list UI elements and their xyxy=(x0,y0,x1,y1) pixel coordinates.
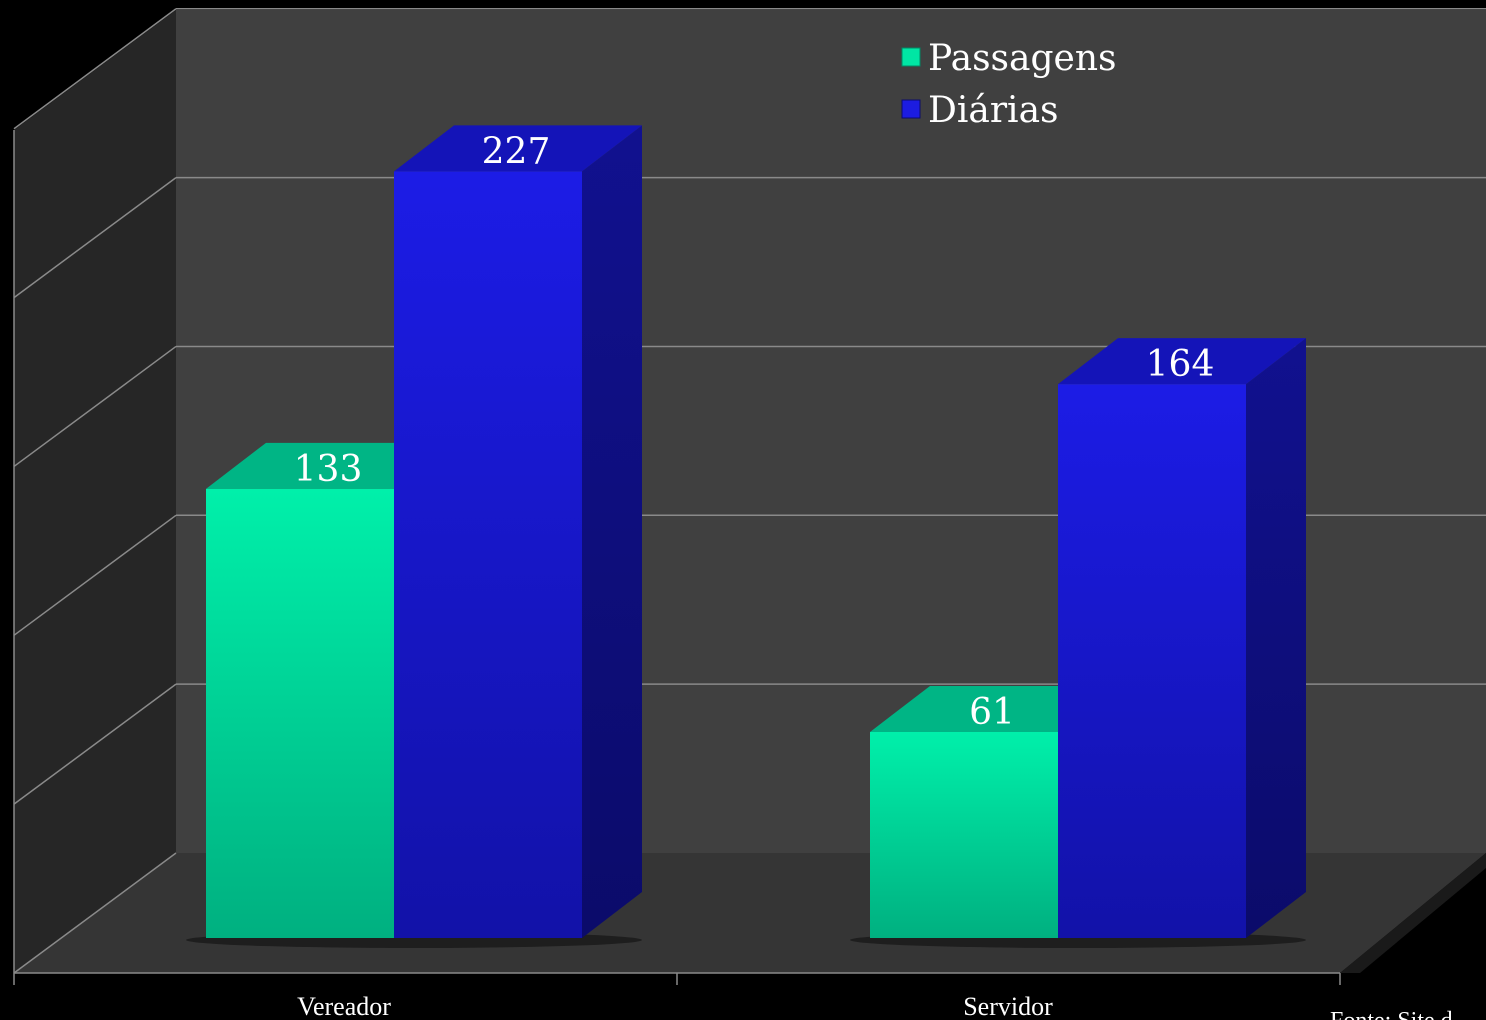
side-gridline-100 xyxy=(13,514,177,636)
side-wall xyxy=(14,10,176,973)
bar-top-passagens-servidor xyxy=(870,686,1118,733)
data-labels: 133 227 61 164 xyxy=(294,131,1215,733)
source-note: Fonte: Site d xyxy=(1330,1008,1453,1020)
floor-shadow xyxy=(1340,853,1486,973)
bar-diarias-vereador xyxy=(394,171,582,938)
legend-label-diarias: Diárias xyxy=(928,90,1059,131)
bar-diarias-servidor xyxy=(1058,384,1246,938)
legend-label-passagens: Passagens xyxy=(928,38,1117,79)
side-gridline-50 xyxy=(13,683,177,805)
bar-side-diarias-vereador xyxy=(582,125,642,938)
category-label-vereador: Vereador xyxy=(297,992,391,1020)
side-gridline-250 xyxy=(13,8,177,130)
axes xyxy=(13,130,1341,985)
side-gridline-0 xyxy=(13,852,177,974)
data-label-diarias-vereador: 227 xyxy=(482,131,551,172)
legend-swatch-diarias xyxy=(901,99,921,119)
bar-passagens-vereador xyxy=(206,488,394,938)
bar-side-diarias-servidor xyxy=(1246,338,1306,938)
bars xyxy=(186,125,1306,948)
bar-top-passagens-vereador xyxy=(206,442,454,489)
bar-top-diarias-vereador xyxy=(394,125,642,172)
data-label-passagens-servidor: 61 xyxy=(969,692,1015,733)
bar-top-diarias-servidor xyxy=(1058,338,1306,385)
side-gridline-200 xyxy=(13,176,177,299)
legend-swatch-passagens xyxy=(901,47,921,67)
data-label-passagens-vereador: 133 xyxy=(294,449,363,490)
bar-passagens-servidor xyxy=(870,732,1058,938)
side-gridline-150 xyxy=(13,345,177,468)
data-label-diarias-servidor: 164 xyxy=(1146,344,1215,385)
category-label-servidor: Servidor xyxy=(963,992,1053,1020)
legend: Passagens Diárias xyxy=(901,38,1117,131)
